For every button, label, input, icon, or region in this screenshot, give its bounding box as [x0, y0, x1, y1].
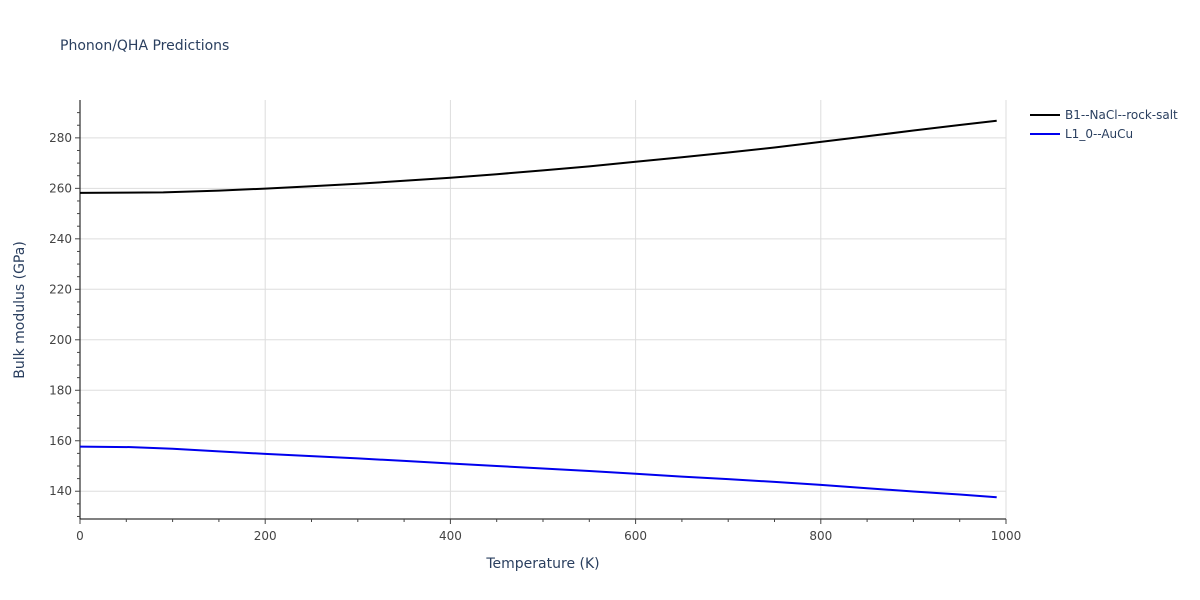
x-axis-title: Temperature (K)	[485, 556, 599, 572]
y-tick-label: 220	[49, 282, 72, 296]
x-tick-label: 600	[624, 529, 647, 543]
legend-label: B1--NaCl--rock-salt	[1065, 108, 1178, 122]
y-tick-label: 140	[49, 484, 72, 498]
x-tick-label: 0	[76, 529, 84, 543]
legend-label: L1_0--AuCu	[1065, 127, 1133, 141]
y-tick-label: 260	[49, 181, 72, 195]
series-layer	[79, 119, 997, 499]
series-line-0	[79, 119, 997, 194]
y-tick-label: 240	[49, 232, 72, 246]
series-line-1	[79, 445, 997, 499]
y-tick-label: 280	[49, 131, 72, 145]
grid	[80, 100, 1007, 519]
legend-item-0[interactable]: B1--NaCl--rock-salt	[1030, 108, 1178, 122]
x-tick-label: 200	[254, 529, 277, 543]
chart-title: Phonon/QHA Predictions	[60, 38, 229, 54]
y-tick-label: 180	[49, 383, 72, 397]
legend[interactable]: B1--NaCl--rock-salt L1_0--AuCu	[1030, 108, 1178, 141]
x-tick-label: 1000	[991, 529, 1022, 543]
legend-item-1[interactable]: L1_0--AuCu	[1030, 127, 1133, 141]
x-tick-label: 400	[439, 529, 462, 543]
axes: 0 200 400 600 800 1000 140 160 180 200 220 240 260 28…	[49, 100, 1021, 543]
x-tick-label: 800	[809, 529, 832, 543]
y-axis-title: Bulk modulus (GPa)	[12, 241, 28, 379]
y-tick-label: 200	[49, 333, 72, 347]
y-tick-label: 160	[49, 434, 72, 448]
